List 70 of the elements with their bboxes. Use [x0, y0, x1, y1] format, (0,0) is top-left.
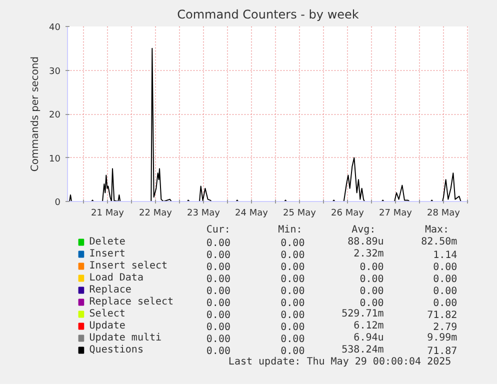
text: 6.12m: [354, 320, 384, 332]
text: 2.32m: [354, 248, 384, 260]
text: 0.00: [360, 262, 384, 274]
text: 2.79: [433, 322, 458, 334]
x-tick-label: 26 May: [331, 208, 365, 218]
legend-label: Delete: [89, 236, 126, 248]
text: 0.00: [280, 310, 305, 322]
text: 0.00: [206, 346, 230, 358]
text: 0.00: [206, 334, 230, 346]
legend-label: Replace: [89, 284, 132, 296]
text: Max:: [424, 224, 450, 236]
legend-label: Questions: [89, 344, 144, 356]
text: 0.00: [280, 274, 305, 286]
x-tick-label: 27 May: [379, 208, 413, 218]
legend-label: Load Data: [89, 272, 144, 284]
x-tick-label: 28 May: [427, 208, 461, 218]
text: 0.00: [206, 322, 230, 334]
text: 6.94u: [354, 332, 384, 344]
text: 529.71m: [342, 308, 384, 320]
text: 0.00: [206, 262, 230, 274]
legend-label: Update: [89, 320, 126, 332]
y-tick-label: 0: [54, 198, 61, 208]
text: 0.00: [433, 274, 458, 286]
text: 0.00: [206, 250, 230, 262]
text: 82.50m: [421, 236, 458, 248]
text: 0.00: [280, 286, 305, 298]
text: 0.00: [206, 238, 230, 250]
legend-label: Insert select: [89, 260, 168, 272]
x-tick-label: 25 May: [283, 208, 317, 218]
text: 71.82: [427, 310, 458, 322]
y-axis-title: Commands per second: [30, 56, 42, 172]
text: 88.89u: [348, 236, 384, 248]
legend-label: Insert: [89, 248, 126, 260]
text: 0.00: [433, 286, 458, 298]
text: 0.00: [280, 250, 305, 262]
text: Avg:: [352, 224, 376, 236]
text: 1.14: [433, 250, 458, 262]
text: Cur:: [206, 224, 230, 236]
x-tick-label: 23 May: [187, 208, 221, 218]
legend-label: Select: [89, 308, 126, 320]
text: 71.87: [427, 346, 458, 358]
text: 0.00: [360, 274, 384, 286]
text: 0.00: [433, 262, 458, 274]
y-tick-label: 30: [49, 66, 61, 77]
legend-label: Replace select: [89, 296, 174, 308]
text: Min:: [278, 224, 302, 236]
x-tick-label: 24 May: [235, 208, 269, 218]
text: 0.00: [280, 334, 305, 346]
text: 0.00: [206, 310, 230, 322]
y-tick-label: 10: [49, 154, 61, 164]
text: 538.24m: [342, 344, 384, 356]
text: 0.00: [280, 262, 305, 274]
text: 0.00: [280, 238, 305, 250]
y-tick-label: 40: [49, 23, 61, 33]
text: 0.00: [360, 286, 384, 298]
legend-label: Update multi: [89, 332, 162, 344]
text: 9.99m: [427, 332, 458, 344]
chart-title: Command Counters - by week: [177, 8, 359, 22]
text: Last update: Thu May 29 00:00:04 2025: [228, 356, 452, 368]
x-tick-label: 22 May: [139, 208, 173, 218]
text: 0.00: [280, 346, 305, 358]
text: 0.00: [360, 298, 384, 310]
text: 0.00: [433, 298, 458, 310]
text: 0.00: [280, 298, 305, 310]
text: 0.00: [280, 322, 305, 334]
text: 0.00: [206, 274, 230, 286]
x-tick-label: 21 May: [91, 208, 125, 218]
text: 0.00: [206, 286, 230, 298]
y-tick-label: 20: [49, 110, 61, 120]
text: 0.00: [206, 298, 230, 310]
